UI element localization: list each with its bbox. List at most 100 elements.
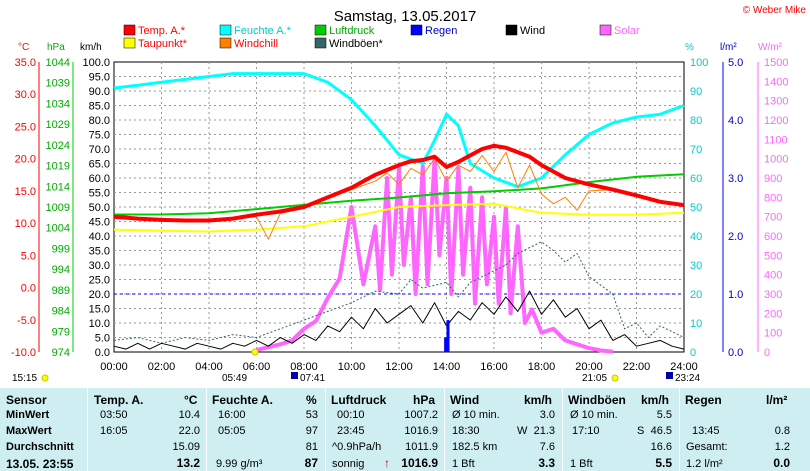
sun-icon	[41, 374, 49, 382]
legend-label: Taupunkt*	[138, 38, 188, 50]
rain-tick-label: 4.0	[728, 115, 743, 127]
press-trend-arrow: ↑	[384, 456, 390, 470]
x-tick-label: 06:00	[243, 361, 271, 373]
wind-tick-label: 20.0	[89, 289, 110, 301]
x-tick-label: 24:00	[670, 361, 698, 373]
rain-axis-unit: l/m²	[720, 42, 737, 53]
rain-rate: 1.2 l/m²	[686, 458, 723, 470]
hum-header: Feuchte A.	[212, 393, 273, 407]
temp-tick-label: 25.0	[15, 121, 36, 133]
gust-header: Windböen	[568, 393, 626, 407]
wind-max: 21.3	[533, 425, 555, 437]
rain-bar	[444, 337, 448, 352]
wind-tick-label: 40.0	[89, 231, 110, 243]
press-max-time: 23:45	[337, 425, 365, 437]
temp-tick-label: 5.0	[21, 250, 36, 262]
wind-tick-label: 75.0	[89, 130, 110, 142]
row-label-max: MaxWert	[6, 425, 52, 437]
gust-avg10: 5.5	[656, 409, 672, 421]
chart-grid	[113, 61, 685, 353]
temp-min-time: 03:50	[100, 409, 128, 421]
press-min: 1007.2	[404, 409, 438, 421]
moonset-time: 23:24	[675, 373, 700, 384]
wind-tick-label: 0.0	[95, 347, 110, 359]
x-axis-labels: 00:00 02:00 04:00 06:00 08:00 10:00 12:00 14:00…	[100, 361, 698, 373]
hum-tick-label: 90	[690, 86, 702, 98]
temp-tick-label: 0.0	[21, 283, 36, 295]
wind-tick-label: 55.0	[89, 188, 110, 200]
x-tick-label: 16:00	[480, 361, 508, 373]
temp-tick-label: -5.0	[17, 315, 36, 327]
wind-tick-label: 90.0	[89, 86, 110, 98]
solar-tick-label: 700	[764, 212, 782, 224]
wind-tick-label: 30.0	[89, 260, 110, 272]
row-label-avg: Durchschnitt	[6, 441, 74, 453]
wind-tick-label: 50.0	[89, 202, 110, 214]
series-feuchte-a	[113, 72, 685, 189]
press-tick-label: 1039	[46, 78, 70, 90]
rain-tick-label: 1.0	[728, 289, 743, 301]
hum-tick-label: 100	[690, 57, 708, 69]
wind-tick-label: 25.0	[89, 275, 110, 287]
series-temp-a	[113, 143, 685, 223]
x-tick-label: 02:00	[148, 361, 176, 373]
wind-axis-unit: km/h	[80, 42, 102, 53]
legend-label: Temp. A.*	[138, 25, 186, 37]
hum-max-time: 05:05	[218, 425, 246, 437]
wind-tick-label: 95.0	[89, 72, 110, 84]
gust-avg10-label: Ø 10 min.	[570, 409, 618, 421]
solar-tick-label: 400	[764, 270, 782, 282]
gust-max: 46.5	[650, 425, 672, 437]
legend-swatch	[219, 24, 232, 36]
wind-tick-label: 100.0	[82, 57, 110, 69]
hum-tick-label: 70	[690, 144, 702, 156]
wind-avg10: 3.0	[539, 409, 555, 421]
rain-max: 0.8	[774, 425, 790, 437]
moonrise-icon	[291, 372, 298, 379]
legend-label: Regen	[425, 25, 457, 37]
left-time-label: 15:15	[12, 373, 37, 384]
wind-tick-label: 80.0	[89, 115, 110, 127]
wind-tick-label: 45.0	[89, 217, 110, 229]
wind-max-time: 18:30	[452, 425, 480, 437]
wind-unit: km/h	[524, 393, 553, 407]
solar-tick-label: 300	[764, 289, 782, 301]
solar-tick-label: 1100	[764, 134, 788, 146]
x-tick-label: 10:00	[338, 361, 366, 373]
press-tick-label: 999	[52, 243, 70, 255]
solar-tick-label: 0	[764, 347, 770, 359]
legend-label: Windböen*	[329, 38, 384, 50]
hum-current: 87	[304, 456, 318, 470]
x-tick-label: 20:00	[575, 361, 603, 373]
legend-swatch	[219, 37, 232, 49]
temp-tick-label: 20.0	[15, 154, 36, 166]
gust-avg: 16.6	[650, 441, 672, 453]
temp-avg: 15.09	[172, 441, 200, 453]
hum-absolute: 9.99 g/m³	[216, 458, 263, 470]
series-windb-en	[113, 241, 685, 344]
rain-current: 0.0	[773, 456, 790, 470]
series-luftdruck	[114, 173, 685, 216]
x-tick-label: 00:00	[100, 361, 128, 373]
press-min-time: 00:10	[337, 409, 365, 421]
rain-header: Regen	[685, 393, 722, 407]
press-header: Luftdruck	[331, 393, 387, 407]
hum-tick-label: 80	[690, 115, 702, 127]
column-separator	[87, 388, 88, 471]
column-separator	[679, 388, 680, 471]
hum-unit: %	[306, 393, 317, 407]
column-separator	[206, 388, 207, 471]
legend-label: Solar	[614, 25, 640, 37]
wind-max-dir: W	[517, 425, 528, 437]
solar-tick-label: 1300	[764, 96, 788, 108]
x-tick-label: 18:00	[528, 361, 556, 373]
rain-total: 1.2	[774, 441, 790, 453]
legend-swatch	[314, 37, 327, 49]
gust-max-dir: S	[637, 425, 645, 437]
wind-distance: 182.5 km	[452, 441, 498, 453]
solar-tick-label: 1200	[764, 115, 788, 127]
wind-tick-label: 60.0	[89, 173, 110, 185]
solar-tick-label: 1500	[764, 57, 788, 69]
press-avg: 1011.9	[405, 441, 438, 453]
